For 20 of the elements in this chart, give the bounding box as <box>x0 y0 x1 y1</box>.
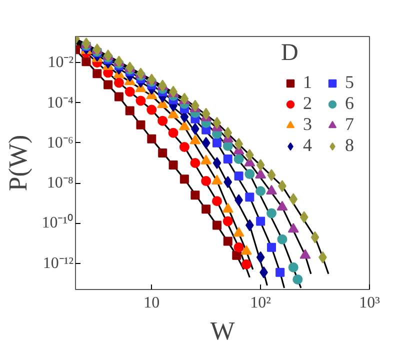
legend-label: 2 <box>303 93 313 114</box>
x-axis-title: W <box>210 316 236 346</box>
y-axis-title: P(W) <box>4 134 33 192</box>
legend-label: 1 <box>303 72 313 93</box>
legend-label: 5 <box>345 72 355 93</box>
y-tick-label: 10⁻⁴ <box>46 94 74 112</box>
legend-label: 3 <box>303 114 313 135</box>
legend-title: D <box>281 40 300 67</box>
x-tick-label: 10² <box>250 294 272 312</box>
y-tick-label: 10⁻¹² <box>42 254 74 272</box>
legend-label: 7 <box>345 114 355 135</box>
x-tick-label: 10 <box>144 294 160 312</box>
x-tick-label: 10³ <box>359 294 380 312</box>
legend-label: 6 <box>345 93 355 114</box>
y-tick-label: 10⁻⁸ <box>46 174 74 192</box>
legend-label: 4 <box>303 135 313 156</box>
y-tick-label: 10⁻¹⁰ <box>42 214 74 232</box>
y-tick-label: 10⁻² <box>48 54 74 72</box>
legend-label: 8 <box>345 135 355 156</box>
y-tick-label: 10⁻⁶ <box>46 134 74 152</box>
